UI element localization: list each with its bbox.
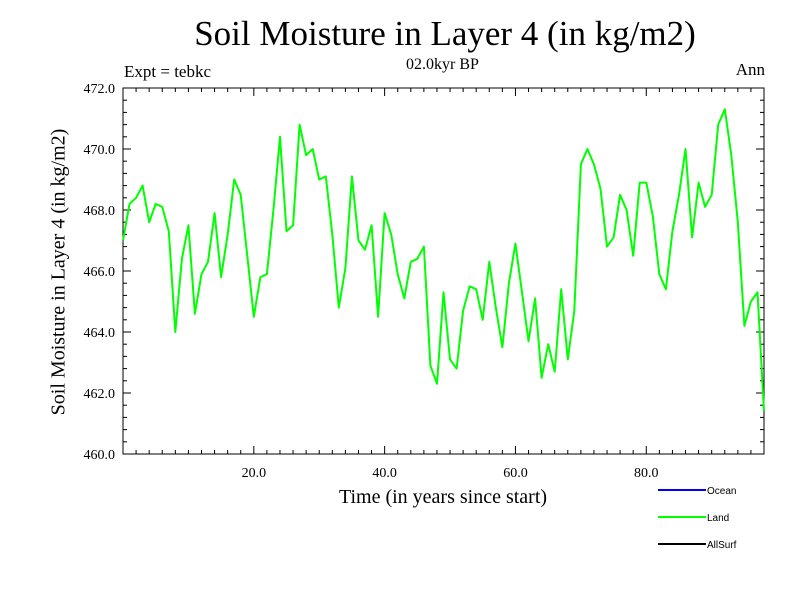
axis-ticks bbox=[123, 88, 764, 454]
x-tick-label: 60.0 bbox=[503, 466, 528, 481]
season-label: Ann bbox=[735, 60, 765, 79]
y-tick-label: 468.0 bbox=[84, 204, 116, 219]
y-tick-labels: 460.0 462.0 464.0 466.0 468.0 470.0 472.0 bbox=[84, 82, 116, 463]
x-tick-label: 20.0 bbox=[242, 466, 267, 481]
y-tick-label: 472.0 bbox=[84, 82, 116, 97]
x-tick-label: 40.0 bbox=[372, 466, 397, 481]
legend-label-allsurf: AllSurf bbox=[707, 540, 737, 551]
experiment-label: Expt = tebkc bbox=[124, 62, 212, 81]
y-tick-label: 462.0 bbox=[84, 387, 116, 402]
y-tick-label: 470.0 bbox=[84, 143, 116, 158]
y-tick-label: 464.0 bbox=[84, 326, 116, 341]
series-layer bbox=[122, 108, 765, 412]
y-tick-label: 460.0 bbox=[84, 448, 116, 463]
legend-label-land: Land bbox=[707, 513, 729, 524]
legend-label-ocean: Ocean bbox=[707, 486, 736, 497]
x-tick-label: 80.0 bbox=[634, 466, 659, 481]
x-tick-labels: 20.0 40.0 60.0 80.0 bbox=[242, 466, 659, 481]
legend: Ocean Land AllSurf bbox=[658, 486, 737, 551]
chart-subtitle: 02.0kyr BP bbox=[406, 56, 479, 73]
y-tick-label: 466.0 bbox=[84, 265, 116, 280]
chart-title: Soil Moisture in Layer 4 (in kg/m2) bbox=[194, 14, 696, 53]
x-axis-label: Time (in years since start) bbox=[338, 486, 548, 508]
series-line-land bbox=[122, 108, 765, 412]
